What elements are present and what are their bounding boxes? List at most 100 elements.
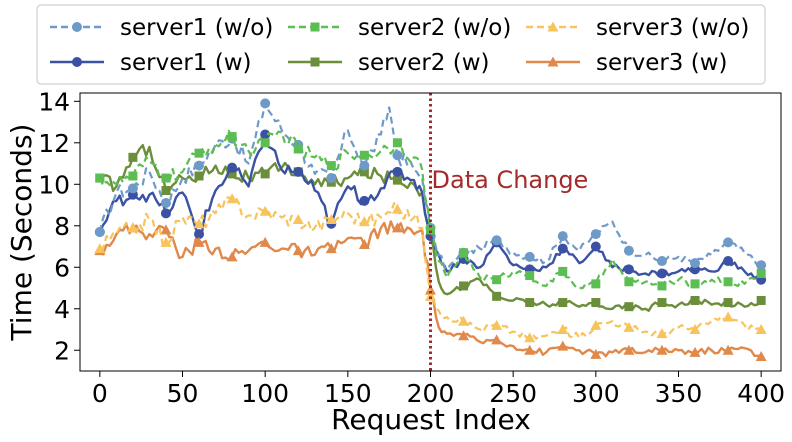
data-point (690, 295, 700, 305)
data-point (591, 298, 601, 308)
data-point (656, 328, 668, 339)
y-tick-label: 2 (54, 336, 70, 365)
data-point (260, 169, 270, 179)
data-point (491, 235, 502, 246)
data-point (392, 150, 403, 161)
data-point (524, 251, 535, 262)
data-point (425, 290, 436, 301)
data-point (292, 245, 304, 256)
legend-entry: server1 (w) (50, 50, 252, 76)
legend-entry: server3 (w/o) (526, 15, 749, 41)
data-point (756, 268, 766, 278)
data-point (492, 291, 502, 301)
legend-label: server1 (w/o) (120, 15, 273, 41)
data-point (293, 144, 303, 154)
data-point (623, 321, 635, 332)
data-point (326, 161, 336, 171)
data-point (723, 256, 734, 267)
data-point (722, 344, 734, 355)
legend-entry: server2 (w/o) (288, 15, 511, 41)
data-point (160, 208, 171, 219)
legend-label: server2 (w) (358, 50, 490, 76)
data-point (590, 319, 602, 330)
data-point (293, 166, 304, 177)
data-change-annotation: Data Change (432, 166, 589, 194)
data-point (193, 236, 205, 247)
data-point (557, 243, 568, 254)
x-tick-label: 300 (572, 379, 620, 408)
data-point (392, 138, 402, 148)
x-tick-label: 100 (241, 379, 289, 408)
data-point (227, 132, 237, 142)
data-point (557, 340, 569, 351)
data-point (657, 281, 667, 291)
x-axis: 0 50 100 150 200 250 300 350 400 (92, 371, 785, 408)
legend-entry: server2 (w) (288, 50, 490, 76)
data-point (325, 214, 337, 225)
data-point (756, 260, 767, 271)
data-point (756, 295, 766, 305)
data-point (624, 277, 634, 287)
data-point (359, 160, 370, 171)
x-tick-label: 350 (655, 379, 703, 408)
x-tick-label: 400 (737, 379, 785, 408)
data-point (524, 332, 536, 343)
data-point (259, 236, 271, 247)
legend-swatch-marker (310, 57, 320, 67)
data-point (391, 222, 403, 233)
data-point (491, 334, 503, 345)
data-point (160, 236, 172, 247)
data-point (558, 298, 568, 308)
x-tick-label: 250 (489, 379, 537, 408)
data-point (459, 281, 469, 291)
y-axis-title: Time (Seconds) (5, 124, 38, 342)
data-point (426, 225, 435, 235)
data-point (689, 346, 701, 357)
legend-frame (36, 4, 766, 85)
data-point (160, 197, 171, 208)
data-point (94, 243, 106, 254)
data-point (689, 324, 701, 335)
data-point (557, 231, 568, 242)
data-point (359, 195, 370, 206)
data-point (127, 183, 138, 194)
data-point (326, 173, 337, 184)
data-point (127, 222, 139, 233)
data-point (193, 218, 205, 229)
data-point (359, 150, 369, 160)
data-point (128, 152, 138, 162)
data-point (690, 258, 701, 269)
data-point (723, 277, 733, 287)
data-point (591, 279, 601, 289)
legend: server1 (w/o) server2 (w/o) server3 (w/o) s… (36, 4, 766, 85)
data-point (359, 167, 369, 177)
y-tick-label: 10 (38, 170, 70, 199)
x-tick-label: 150 (324, 379, 372, 408)
data-point (723, 237, 734, 248)
data-point (358, 216, 370, 227)
data-point (590, 241, 601, 252)
y-tick-label: 4 (54, 295, 70, 324)
data-point (656, 268, 667, 279)
legend-swatch-marker (547, 56, 559, 67)
legend-label: server3 (w) (596, 50, 728, 76)
data-point (624, 302, 634, 312)
data-point (194, 229, 205, 240)
data-point (524, 344, 536, 355)
data-point (292, 214, 304, 225)
data-point (325, 243, 337, 254)
legend-label: server3 (w/o) (596, 15, 749, 41)
data-point (392, 166, 403, 177)
data-point (558, 266, 568, 276)
data-point (94, 227, 105, 237)
data-point (525, 298, 535, 308)
data-point (491, 319, 503, 330)
data-point (226, 251, 238, 262)
data-point (723, 298, 733, 308)
series-server2-w-o (95, 129, 766, 291)
data-point (690, 279, 700, 289)
data-point (458, 315, 470, 326)
data-point (160, 224, 172, 235)
data-point (260, 98, 271, 109)
